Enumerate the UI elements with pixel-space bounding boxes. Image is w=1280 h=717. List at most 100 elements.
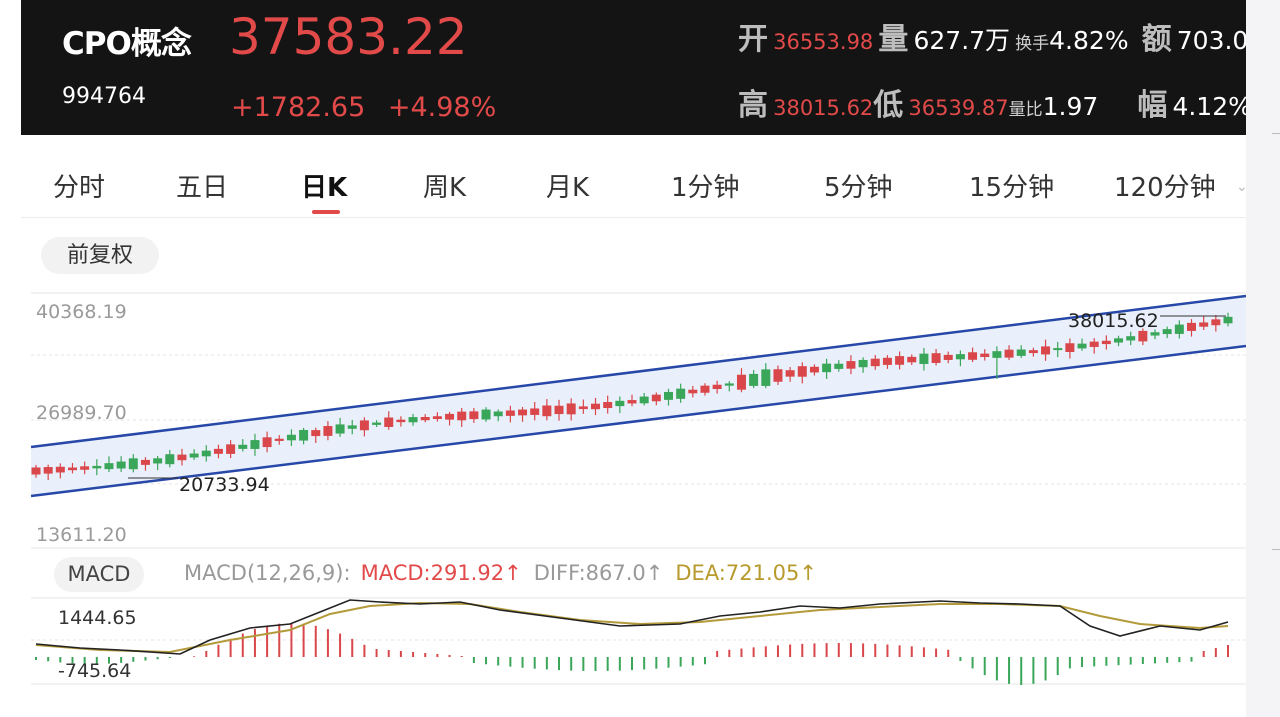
macd-bar [716,651,719,657]
candle-body [153,458,163,464]
turnover-value: 4.82% [1049,26,1129,55]
macd-bar [302,623,305,657]
candle-body [639,396,649,404]
stat-row-2: 高 38015.62低 36539.87量比1.97 幅 4.12% [738,80,1246,124]
candle-body [55,466,65,473]
candle-body [895,356,905,365]
candle-body [736,374,746,390]
price-axis-top: 40368.19 [36,301,127,323]
candle-body [1174,324,1184,334]
candle-body [712,384,722,390]
tab-five-day[interactable]: 五日 [176,173,229,203]
candle-body [688,389,698,394]
macd-bar [874,643,877,657]
macd-bar [1154,657,1157,664]
macd-bar [764,646,767,657]
last-price: 37583.22 [229,8,468,66]
macd-bar [1093,657,1096,667]
macd-bar [47,657,50,662]
tab-1min[interactable]: 1分钟 [671,173,740,203]
candle-body [542,405,552,417]
macd-bar [144,657,147,661]
macd-bar [813,643,816,657]
candle-body [591,403,601,410]
macd-bar [472,657,475,663]
candle-body [773,369,783,382]
candle-body [250,440,260,449]
candle-body [1004,349,1014,358]
macd-bar [1008,657,1011,684]
quote-header: CPO概念 994764 37583.22 +1782.65 +4.98% 开 … [21,0,1246,135]
price-axis-mid: 26989.70 [36,402,127,424]
high-value: 38015.62 [773,96,874,120]
amplitude-label: 幅 [1137,88,1168,123]
macd-values: MACD(12,26,9): MACD:291.92↑ DIFF:867.0↑ DEA… [184,561,817,585]
volume-label: 量 [878,22,909,57]
macd-bar [1081,657,1084,667]
indicator-select-button[interactable]: MACD [54,557,144,592]
candle-body [177,454,187,461]
candle-body [931,353,941,363]
high-label: 高 [738,88,768,123]
candle-body [761,369,771,386]
tab-monthly-k[interactable]: 月K [546,173,590,203]
candle-body [676,388,686,399]
channel-upper-line [30,294,1246,449]
macd-bar [1141,657,1144,664]
macd-bar [1190,657,1193,662]
macd-bar [460,656,463,657]
macd-bar [825,643,828,657]
candle-body [445,413,455,420]
macd-bar [1202,651,1205,657]
volume-value: 627.7万 [913,26,1011,55]
macd-bar [983,657,986,676]
macd-bar [448,655,451,657]
macd-bar [752,647,755,657]
macd-bar [667,657,670,668]
macd-bar [424,653,427,657]
candle-body [1041,346,1051,355]
tab-daily-k[interactable]: 日K [301,173,348,203]
candle-body [408,417,418,423]
macd-bar [387,650,390,657]
macd-bar [509,657,512,667]
macd-bar [278,623,281,657]
macd-bar [132,657,135,662]
candle-body [1126,336,1136,341]
macd-value: MACD:291.92↑ [360,561,522,585]
candle-body [481,409,491,420]
open-label: 开 [738,22,768,57]
macd-histogram [35,623,1229,685]
macd-bar [1166,657,1169,663]
candle-body [822,363,832,373]
candle-body [226,444,236,454]
macd-bar [1056,657,1059,676]
tab-5min[interactable]: 5分钟 [824,173,893,203]
macd-bar [643,657,646,670]
candle-body [663,391,673,400]
candle-body [286,434,296,441]
chevron-down-icon[interactable]: ⌄ [1236,179,1248,195]
macd-bar [545,657,548,670]
macd-bar [947,649,950,657]
candle-body [67,467,77,471]
macd-bar [156,657,159,660]
tab-intraday[interactable]: 分时 [53,173,106,203]
macd-bar [886,644,889,657]
macd-bar [935,648,938,657]
tab-15min[interactable]: 15分钟 [969,173,1055,203]
candle-body [1053,348,1063,351]
adjust-mode-button[interactable]: 前复权 [41,237,159,274]
amount-label: 额 [1141,22,1172,57]
tab-weekly-k[interactable]: 周K [423,173,467,203]
candle-body [700,385,710,393]
candle-body [335,424,345,434]
candle-body [907,356,917,363]
candle-body [420,416,430,421]
candle-body [846,361,856,369]
candle-body [627,400,637,404]
macd-bar [533,657,536,669]
candle-body [870,358,880,367]
kline-chart[interactable]: 38015.62 20733.94 40368.19 26989.70 1361… [0,0,1246,717]
tab-120min[interactable]: 120分钟 [1114,173,1216,203]
